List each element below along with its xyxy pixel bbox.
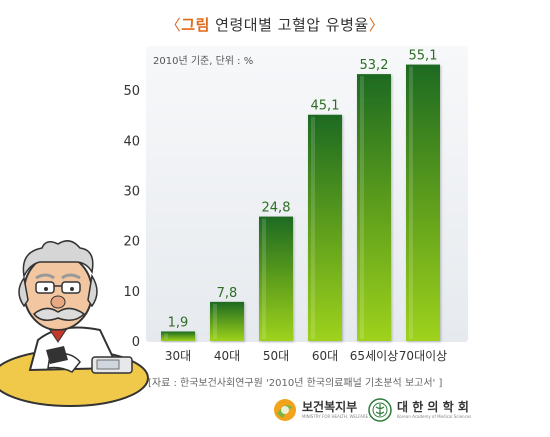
x-category-label: 50대 (263, 349, 289, 363)
x-category-label: 60대 (312, 349, 338, 363)
title-text: 연령대별 고혈압 유병율 (215, 16, 369, 34)
bar (259, 216, 293, 341)
title-close-bracket: 〉 (368, 16, 385, 34)
title-open-bracket: 〈 (165, 16, 182, 34)
y-tick-label: 50 (123, 84, 140, 99)
bar-value-label: 53,2 (360, 58, 389, 73)
academy-logo: 대 한 의 학 회 Korean Academy of Medical Scie… (368, 398, 471, 422)
ministry-logo-icon (274, 399, 296, 421)
title-accent: 그림 (181, 16, 210, 34)
x-category-label: 40대 (214, 349, 240, 363)
bar-highlight (164, 333, 168, 339)
bar-value-label: 24,8 (262, 201, 291, 216)
ministry-sub: MINISTRY FOR HEALTH, WELFARE AFFAIRS (302, 414, 386, 419)
bar-value-label: 1,9 (168, 315, 189, 330)
bar-highlight (262, 218, 266, 339)
ministry-name: 보건복지부 (302, 400, 358, 414)
x-category-label: 70대이상 (399, 349, 447, 363)
y-tick-label: 30 (123, 185, 140, 200)
y-tick-label: 20 (123, 235, 140, 250)
ministry-logo: 보건복지부 MINISTRY FOR HEALTH, WELFARE AFFAI… (273, 398, 386, 422)
bar-value-label: 7,8 (217, 286, 238, 301)
bar-value-label: 45,1 (311, 99, 340, 114)
bar-value-label: 55,1 (409, 49, 438, 64)
x-category-label: 30대 (165, 349, 191, 363)
y-tick-label: 10 (123, 285, 140, 300)
chart-note: 2010년 기준, 단위 : % (153, 54, 253, 67)
bar-highlight (311, 116, 315, 339)
y-tick-label: 40 (123, 134, 140, 149)
academy-sub: Korean Academy of Medical Sciences (397, 414, 472, 419)
source-note: [자료 : 한국보건사회연구원 '2010년 한국의료패널 기초분석 보고서' … (148, 378, 443, 389)
bar-highlight (409, 66, 413, 339)
x-category-label: 65세이상 (350, 349, 398, 363)
bar-highlight (213, 303, 217, 339)
bar (308, 114, 342, 341)
bar (357, 74, 391, 341)
academy-seal-icon (368, 398, 392, 422)
academy-name: 대 한 의 학 회 (397, 400, 469, 414)
y-tick-label: 0 (132, 335, 140, 350)
bar (210, 301, 244, 341)
bar (406, 64, 440, 341)
chart-title: 〈그림 연령대별 고혈압 유병율〉 (0, 14, 550, 35)
bar-highlight (360, 76, 364, 339)
bar (161, 331, 195, 341)
